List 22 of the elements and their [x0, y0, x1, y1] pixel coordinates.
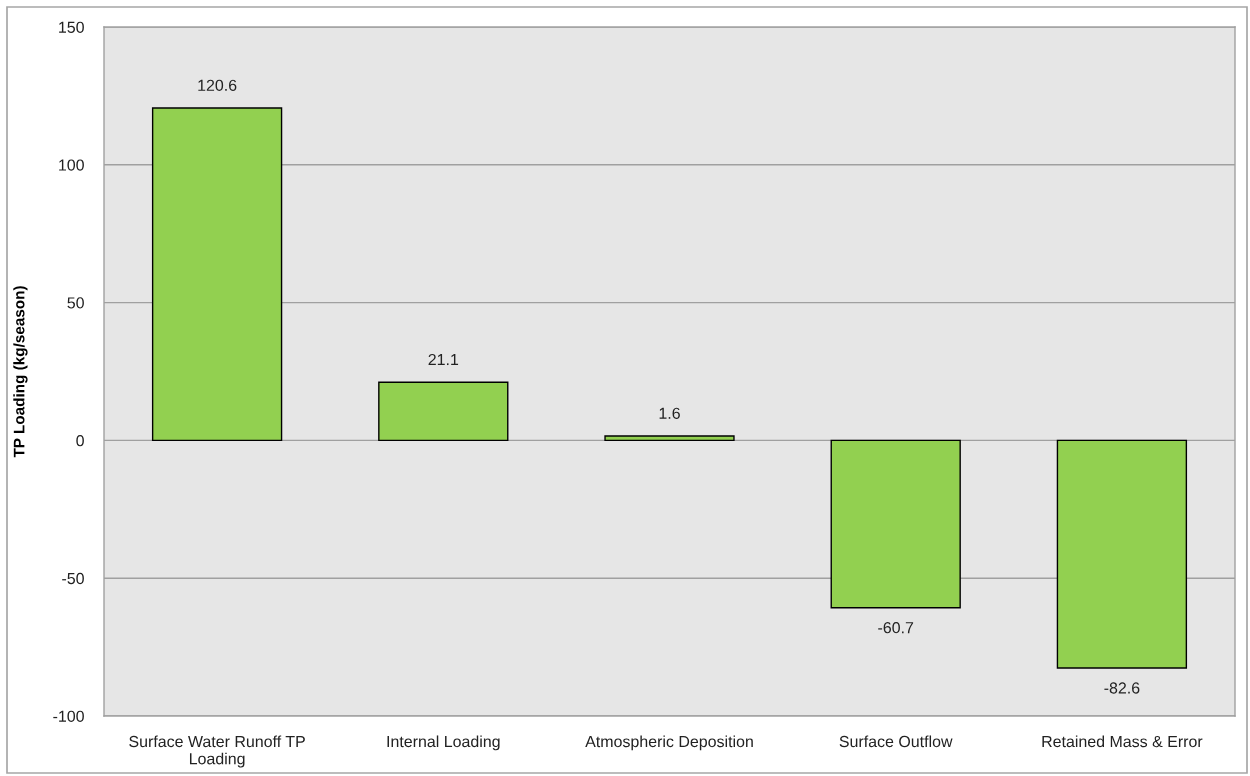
x-tick-label: Surface Outflow: [839, 735, 953, 748]
data-label: 120.6: [198, 79, 237, 91]
x-tick-label: Internal Loading: [387, 735, 500, 751]
bar: [378, 381, 509, 442]
y-tick-label: 50: [67, 297, 84, 309]
y-axis-title: TP Loading (kg/season): [13, 286, 28, 458]
y-tick-label: 150: [59, 21, 84, 33]
bar: [151, 107, 283, 442]
y-tick-label: 100: [59, 159, 84, 171]
bar: [1056, 439, 1188, 669]
y-tick-label: -50: [62, 572, 84, 585]
data-label: 21.1: [428, 353, 459, 366]
data-label: -82.6: [1104, 682, 1140, 694]
y-tick-label: -100: [53, 710, 84, 722]
x-tick-label: Retained Mass & Error: [1042, 735, 1203, 748]
y-tick-label: 0: [76, 435, 84, 447]
data-label: -60.7: [878, 622, 914, 634]
bar: [604, 435, 735, 442]
x-tick-label: Surface Water Runoff TP Loading: [129, 735, 305, 768]
data-label: 1.6: [659, 407, 680, 419]
bar: [830, 439, 961, 609]
x-tick-label: Atmospheric Deposition: [585, 735, 753, 751]
